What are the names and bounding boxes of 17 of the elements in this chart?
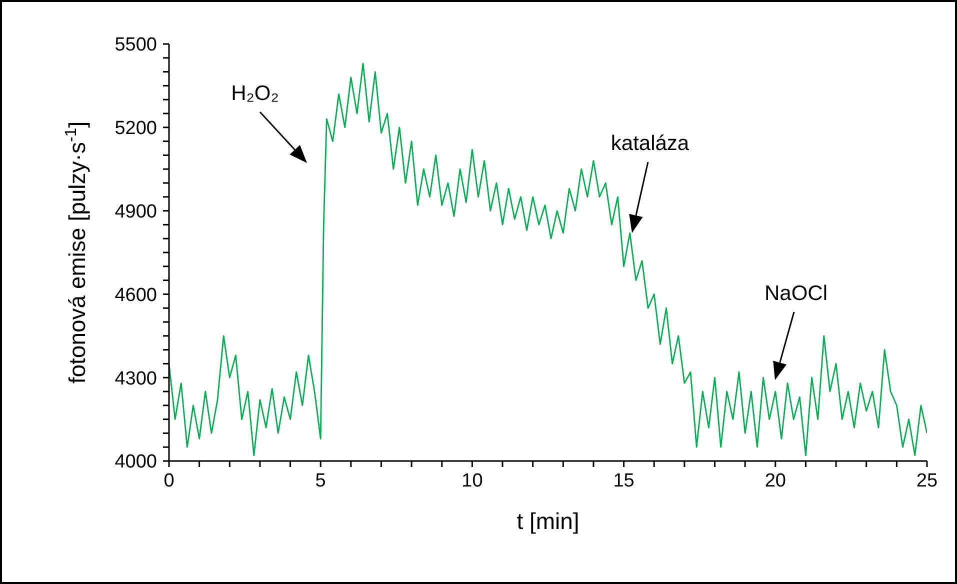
y-tick-label: 4600 [114, 284, 157, 306]
x-tick-label: 0 [164, 470, 174, 492]
line-series [169, 62, 927, 456]
x-axis-title: t [min] [516, 508, 580, 534]
y-tick-label: 4000 [114, 452, 157, 473]
x-tick-label: 15 [613, 470, 634, 492]
y-tick-label: 5200 [114, 118, 157, 140]
x-tick-label: 25 [916, 470, 938, 492]
annotation: kataláza [610, 132, 690, 155]
y-tick-label: 4300 [114, 368, 157, 390]
x-tick-label: 5 [315, 470, 326, 492]
annotation: H₂O₂ [231, 82, 279, 105]
x-tick-label: 20 [764, 470, 786, 492]
x-tick-label: 10 [462, 470, 483, 492]
y-tick-label: 4900 [114, 202, 157, 223]
annotation: NaOCl [764, 282, 828, 305]
y-tick-label: 5500 [114, 34, 157, 56]
